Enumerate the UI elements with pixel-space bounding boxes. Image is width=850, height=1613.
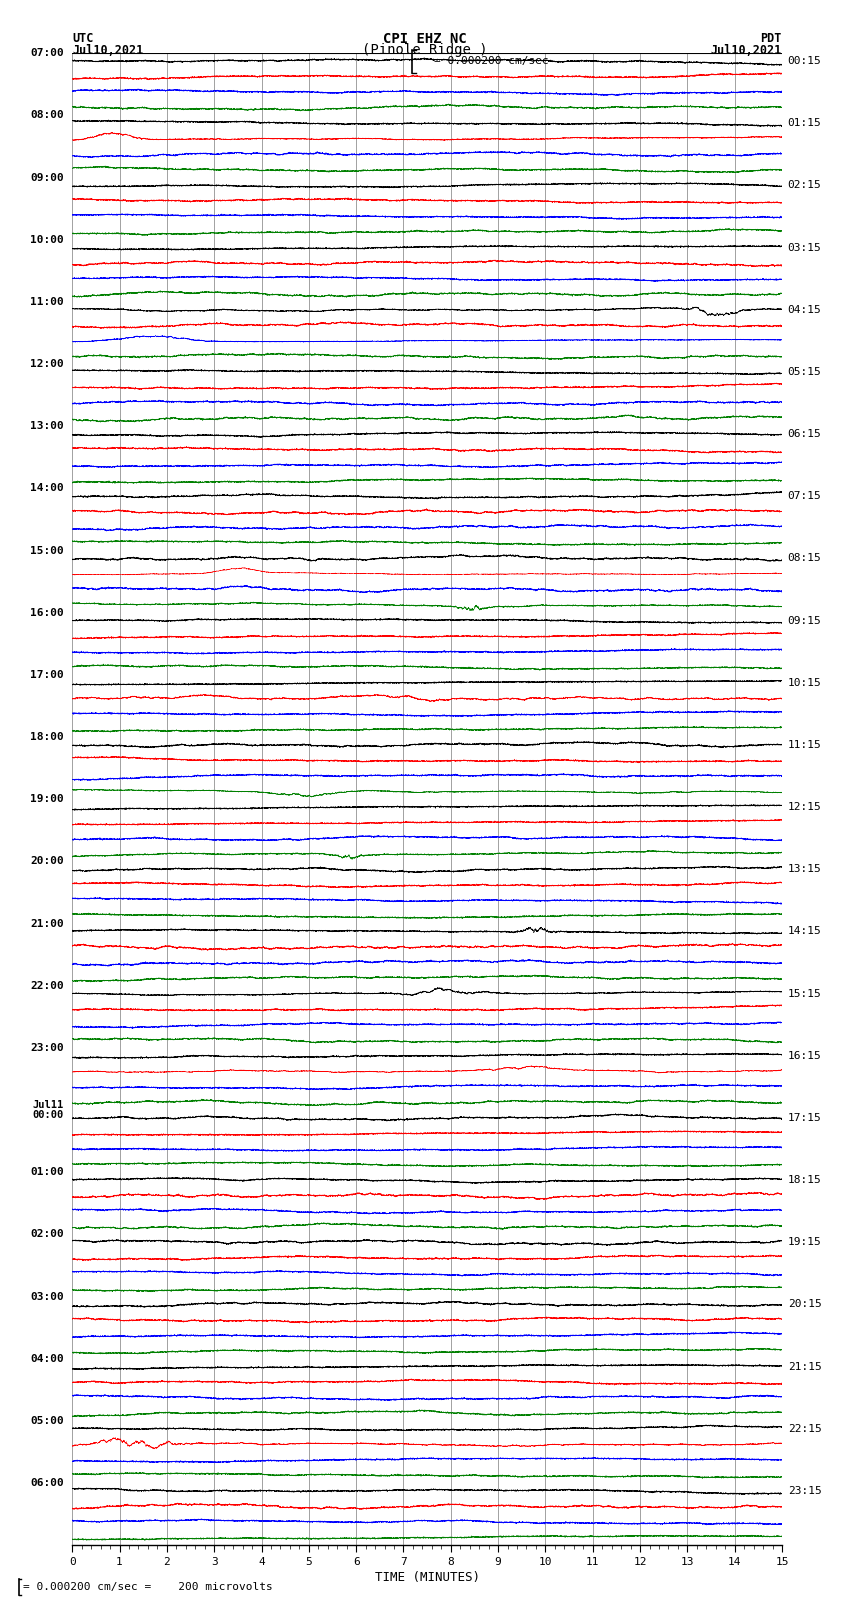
Text: 11:15: 11:15 (788, 740, 821, 750)
Text: 14:00: 14:00 (30, 484, 64, 494)
Text: 06:15: 06:15 (788, 429, 821, 439)
Text: 14:15: 14:15 (788, 926, 821, 937)
Text: Jul11: Jul11 (32, 1100, 64, 1110)
Text: 20:15: 20:15 (788, 1300, 821, 1310)
Text: 16:15: 16:15 (788, 1050, 821, 1061)
Text: 02:15: 02:15 (788, 181, 821, 190)
Text: 19:00: 19:00 (30, 794, 64, 805)
Text: 22:00: 22:00 (30, 981, 64, 990)
Text: 19:15: 19:15 (788, 1237, 821, 1247)
Text: 20:00: 20:00 (30, 857, 64, 866)
Text: 21:15: 21:15 (788, 1361, 821, 1371)
Text: 02:00: 02:00 (30, 1229, 64, 1239)
Text: 10:00: 10:00 (30, 235, 64, 245)
Text: 17:00: 17:00 (30, 669, 64, 681)
Text: 18:15: 18:15 (788, 1174, 821, 1186)
Text: 08:15: 08:15 (788, 553, 821, 563)
Text: Jul10,2021: Jul10,2021 (72, 44, 144, 56)
Text: 01:00: 01:00 (30, 1168, 64, 1177)
Text: 17:15: 17:15 (788, 1113, 821, 1123)
Text: = 0.000200 cm/sec =    200 microvolts: = 0.000200 cm/sec = 200 microvolts (23, 1582, 273, 1592)
Text: 05:00: 05:00 (30, 1416, 64, 1426)
Text: 21:00: 21:00 (30, 918, 64, 929)
Text: 07:15: 07:15 (788, 492, 821, 502)
Text: 23:00: 23:00 (30, 1044, 64, 1053)
Text: 12:00: 12:00 (30, 360, 64, 369)
Text: UTC: UTC (72, 32, 94, 45)
Text: 18:00: 18:00 (30, 732, 64, 742)
Text: 12:15: 12:15 (788, 802, 821, 811)
Text: Jul10,2021: Jul10,2021 (711, 44, 782, 56)
Text: 03:00: 03:00 (30, 1292, 64, 1302)
Text: 08:00: 08:00 (30, 110, 64, 121)
Text: 09:00: 09:00 (30, 173, 64, 182)
Text: 01:15: 01:15 (788, 118, 821, 127)
Text: 15:00: 15:00 (30, 545, 64, 555)
Text: 13:00: 13:00 (30, 421, 64, 431)
Text: CPI EHZ NC: CPI EHZ NC (383, 32, 467, 45)
Text: 13:15: 13:15 (788, 865, 821, 874)
Text: 06:00: 06:00 (30, 1478, 64, 1489)
Text: PDT: PDT (761, 32, 782, 45)
Text: 07:00: 07:00 (30, 48, 64, 58)
Text: 04:00: 04:00 (30, 1353, 64, 1363)
Text: = 0.000200 cm/sec: = 0.000200 cm/sec (434, 56, 548, 66)
Text: 09:15: 09:15 (788, 616, 821, 626)
Text: 16:00: 16:00 (30, 608, 64, 618)
Text: (Pinole Ridge ): (Pinole Ridge ) (362, 44, 488, 56)
Text: 00:15: 00:15 (788, 56, 821, 66)
Text: 05:15: 05:15 (788, 366, 821, 377)
Text: 04:15: 04:15 (788, 305, 821, 315)
X-axis label: TIME (MINUTES): TIME (MINUTES) (375, 1571, 479, 1584)
Text: 03:15: 03:15 (788, 242, 821, 253)
Text: 15:15: 15:15 (788, 989, 821, 998)
Text: 11:00: 11:00 (30, 297, 64, 306)
Text: 23:15: 23:15 (788, 1486, 821, 1495)
Text: 10:15: 10:15 (788, 677, 821, 687)
Text: 00:00: 00:00 (32, 1110, 64, 1119)
Text: 22:15: 22:15 (788, 1424, 821, 1434)
